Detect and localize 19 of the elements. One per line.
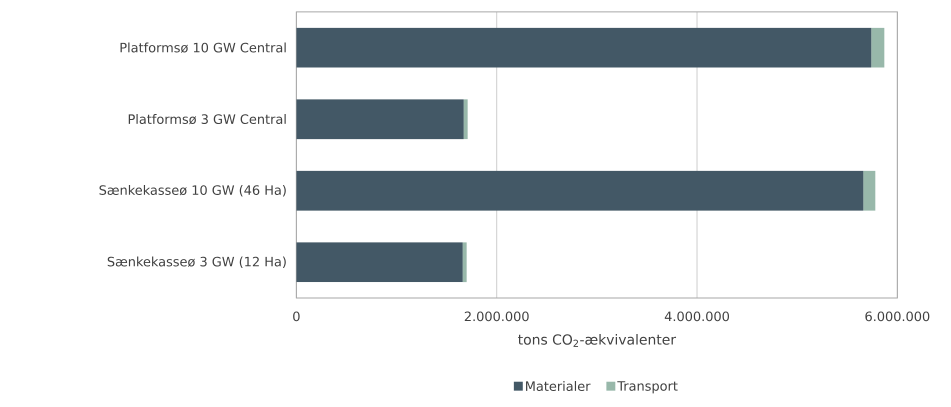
bar — [462, 242, 467, 282]
legend-label: Materialer — [526, 380, 590, 391]
x-tick-label: 6.000.000 — [865, 311, 930, 322]
bar — [464, 99, 468, 139]
bar — [296, 170, 864, 210]
x-tick-label: 4.000.000 — [664, 311, 730, 322]
bar — [296, 28, 872, 68]
bar — [296, 242, 463, 282]
bar — [296, 99, 464, 139]
bar — [871, 28, 884, 68]
y-tick-label: Platformsø 10 GW Central — [120, 42, 286, 53]
y-tick-label: Sænkekasseø 3 GW (12 Ha) — [108, 256, 286, 268]
x-tick-label: 2.000.000 — [464, 311, 529, 322]
x-axis-title: tons CO$_{2}$-ækvivalenter — [518, 334, 676, 347]
x-tick-label: 0 — [293, 311, 300, 322]
bar — [863, 170, 876, 210]
y-tick-label: Platformsø 3 GW Central — [128, 114, 286, 124]
y-tick-label: Sænkekasseø 10 GW (46 Ha) — [100, 184, 286, 196]
legend-label: Transport — [617, 381, 678, 394]
